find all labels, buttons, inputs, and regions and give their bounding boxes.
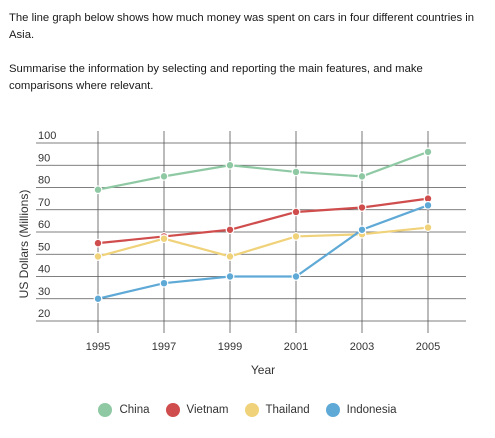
data-point — [225, 252, 235, 261]
y-axis-title: US Dollars (Millions) — [17, 190, 31, 299]
data-point — [291, 232, 301, 241]
legend-item: Indonesia — [325, 403, 397, 417]
legend-item: Vietnam — [165, 403, 229, 417]
y-tick-label: 50 — [38, 241, 50, 253]
data-point — [225, 272, 235, 281]
x-tick-label: 1999 — [218, 341, 242, 353]
legend-label: Vietnam — [186, 404, 229, 416]
data-point — [291, 167, 301, 177]
y-tick-label: 90 — [38, 152, 50, 164]
series-thailand — [93, 223, 433, 261]
data-point — [93, 252, 103, 261]
x-axis-title: Year — [251, 363, 275, 377]
axes: 20 30 40 50 60 70 80 90 100 1995 1997 1999 2001 2003 2… — [38, 130, 440, 353]
prompt-description: The line graph below shows how much mone… — [9, 12, 475, 41]
x-tick-label: 2003 — [350, 341, 374, 353]
data-point — [93, 294, 103, 304]
task-prompt: The line graph below shows how much mone… — [9, 10, 487, 95]
series-line — [97, 197, 429, 245]
x-tick-label: 2001 — [284, 341, 308, 353]
data-point — [423, 200, 433, 210]
series-china — [93, 147, 433, 195]
data-point — [357, 171, 367, 181]
legend-swatch — [325, 403, 340, 417]
y-tick-label: 40 — [38, 264, 50, 276]
data-point — [357, 225, 367, 235]
legend-label: Thailand — [265, 404, 310, 416]
y-tick-label: 20 — [38, 308, 50, 320]
legend-item: China — [98, 403, 150, 417]
legend-swatch — [244, 403, 259, 417]
x-tick-label: 1995 — [86, 341, 110, 353]
data-point — [291, 272, 301, 281]
data-point — [159, 234, 169, 244]
series-line — [97, 226, 429, 258]
data-point — [357, 203, 367, 212]
y-tick-label: 70 — [38, 197, 50, 209]
data-point — [423, 147, 433, 157]
data-point — [93, 185, 103, 195]
prompt-instruction: Summarise the information by selecting a… — [9, 63, 423, 92]
legend-item: Thailand — [244, 403, 310, 417]
y-tick-label: 80 — [38, 175, 50, 187]
legend-swatch — [165, 403, 180, 417]
legend-label: China — [119, 404, 150, 416]
series-line — [97, 150, 429, 191]
data-point — [423, 223, 433, 232]
y-tick-label: 60 — [38, 219, 50, 231]
data-point — [225, 160, 235, 170]
legend-label: Indonesia — [346, 404, 397, 416]
data-point — [159, 278, 169, 288]
y-tick-label: 100 — [38, 130, 56, 142]
series-indonesia — [93, 200, 433, 304]
data-point — [291, 207, 301, 217]
series-line — [97, 204, 429, 300]
data-point — [225, 225, 235, 235]
x-tick-label: 2005 — [416, 341, 440, 353]
series-vietnam — [93, 194, 433, 248]
legend: China Vietnam Thailand Indonesia — [0, 403, 495, 417]
data-point — [93, 238, 103, 248]
data-point — [159, 171, 169, 181]
legend-swatch — [98, 403, 113, 417]
series — [93, 147, 433, 304]
x-tick-label: 1997 — [152, 341, 176, 353]
y-tick-label: 30 — [38, 286, 50, 298]
